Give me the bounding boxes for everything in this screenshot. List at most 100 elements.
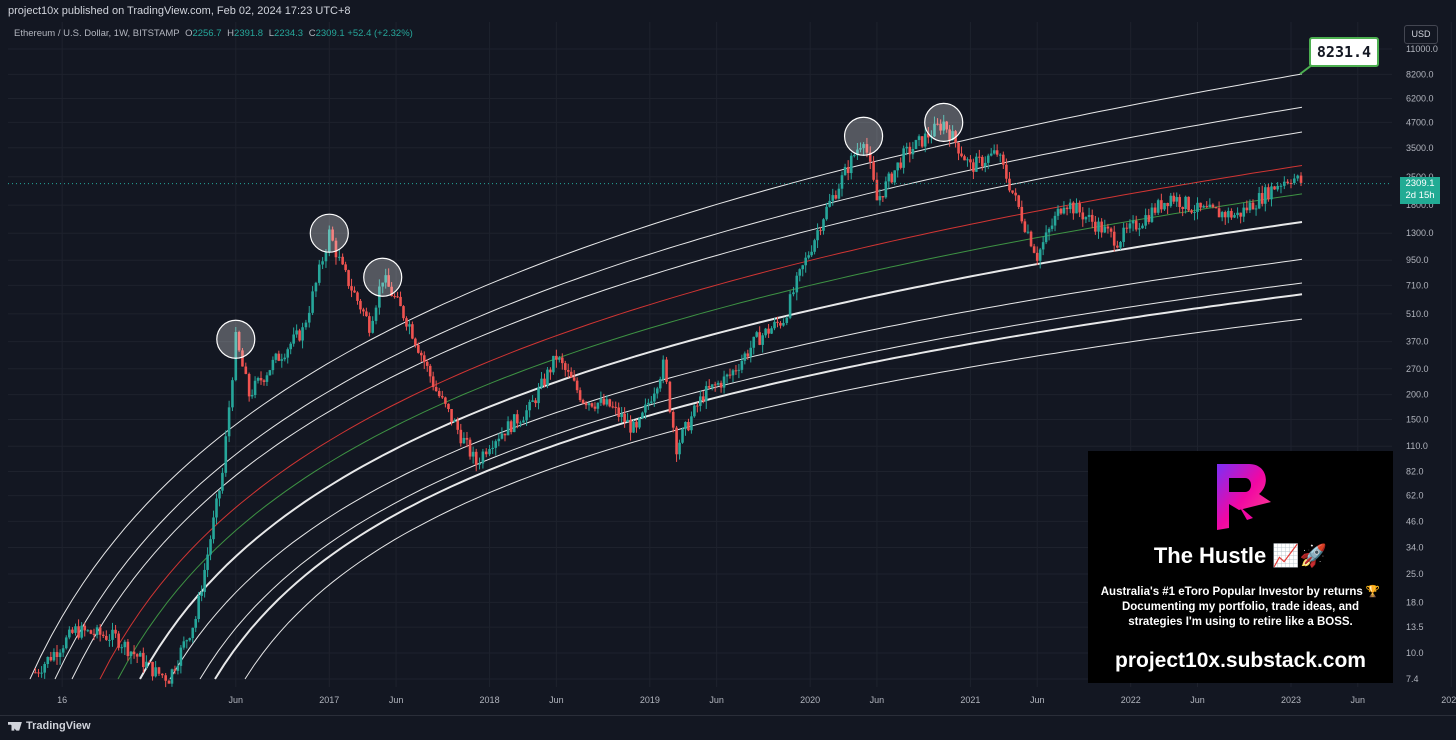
candle-body <box>283 357 287 360</box>
candle-body <box>450 409 453 422</box>
y-tick-label: 110.0 <box>1406 441 1428 451</box>
candle-body <box>678 442 681 455</box>
target-callout[interactable]: 8231.4 <box>1309 37 1379 67</box>
candle-body <box>1270 186 1273 200</box>
y-tick-label: 200.0 <box>1406 390 1429 400</box>
candle-body <box>1187 196 1190 211</box>
candle-body <box>614 406 618 408</box>
candle-body <box>61 648 65 653</box>
candle-body <box>743 353 747 361</box>
candle-body <box>878 196 882 201</box>
candle-body <box>914 140 918 149</box>
candle-body <box>1220 212 1224 218</box>
change-value: +52.4 (+2.32%) <box>347 28 413 39</box>
candle-body <box>626 420 629 423</box>
candle-body <box>831 195 835 201</box>
regression-band <box>54 106 1303 680</box>
tradingview-brand: TradingView <box>26 720 91 732</box>
promo-line-3: strategies I'm using to retire like a BO… <box>1128 616 1353 628</box>
candle-body <box>408 324 411 327</box>
y-tick-label: 1300.0 <box>1406 228 1434 238</box>
candle-body <box>923 133 927 147</box>
candle-body <box>350 286 353 291</box>
candle-body <box>83 625 87 631</box>
candle-body <box>64 637 68 649</box>
candle-body <box>716 382 720 385</box>
candle-body <box>1072 202 1075 214</box>
candle-body <box>1217 208 1221 218</box>
candle-body <box>46 656 50 665</box>
promo-url[interactable]: project10x.substack.com <box>1115 649 1366 672</box>
candle-body <box>324 251 328 262</box>
y-tick-label: 8200.0 <box>1406 69 1434 79</box>
bar-countdown: 2d 15h <box>1405 190 1435 201</box>
currency-button[interactable]: USD <box>1404 25 1438 44</box>
candle-body <box>92 633 96 635</box>
candle-body <box>1106 226 1110 229</box>
candle-body <box>173 669 177 671</box>
candle-body <box>422 355 426 362</box>
candle-body <box>98 627 102 635</box>
candle-body <box>1026 231 1030 233</box>
candle-body <box>945 121 948 130</box>
candle-body <box>151 661 154 677</box>
candle-body <box>359 300 362 310</box>
candle-body <box>632 421 635 433</box>
candle-body <box>142 652 145 668</box>
x-tick-label: 2019 <box>640 695 660 705</box>
candle-body <box>707 386 711 388</box>
candle-body <box>301 327 304 341</box>
candle-body <box>960 153 963 157</box>
candle-body <box>224 436 228 473</box>
candle-body <box>390 286 393 297</box>
candle-body <box>704 386 708 402</box>
y-tick-label: 11000.0 <box>1406 44 1438 54</box>
tradingview-logo[interactable]: TradingView <box>8 720 91 732</box>
candle-body <box>767 328 770 334</box>
candle-body <box>135 654 139 657</box>
candle-body <box>641 412 644 419</box>
candle-body <box>801 265 805 270</box>
candle-body <box>1211 204 1215 208</box>
candle-body <box>522 420 525 423</box>
x-tick-label: Jun <box>1190 695 1205 705</box>
candle-body <box>1260 193 1264 204</box>
candle-body <box>1035 252 1039 261</box>
candle-body <box>693 405 696 417</box>
candle-body <box>758 332 761 345</box>
candle-body <box>853 155 856 157</box>
candle-body <box>1109 228 1113 232</box>
candle-body <box>1112 231 1116 246</box>
candle-body <box>500 433 504 439</box>
candle-body <box>859 148 862 150</box>
candle-body <box>1254 208 1258 210</box>
candle-body <box>966 159 969 161</box>
candle-body <box>822 219 825 231</box>
candle-body <box>259 378 263 381</box>
candle-body <box>101 634 105 636</box>
candle-body <box>456 420 460 430</box>
candle-body <box>111 629 114 640</box>
symbol-name[interactable]: Ethereum / U.S. Dollar, 1W, BITSTAMP <box>14 28 180 39</box>
candle-body <box>596 402 600 409</box>
y-tick-label: 18.0 <box>1406 597 1424 607</box>
candle-body <box>74 626 77 633</box>
candle-body <box>209 539 212 555</box>
candle-body <box>265 375 269 382</box>
low-value: 2234.3 <box>274 28 304 39</box>
candle-body <box>605 399 609 405</box>
candle-body <box>105 635 108 640</box>
x-tick-label: 2017 <box>319 695 339 705</box>
y-tick-label: 950.0 <box>1406 255 1429 265</box>
candle-body <box>899 162 902 168</box>
candle-body <box>650 401 653 403</box>
candle-body <box>1122 227 1125 242</box>
candle-body <box>1208 204 1212 208</box>
candle-body <box>998 154 1002 156</box>
y-tick-label: 2500.0 <box>1406 172 1434 182</box>
candle-body <box>629 420 632 433</box>
candle-body <box>1223 212 1227 218</box>
candle-body <box>1199 202 1202 208</box>
regression-band <box>169 258 1303 680</box>
candle-body <box>546 369 549 386</box>
